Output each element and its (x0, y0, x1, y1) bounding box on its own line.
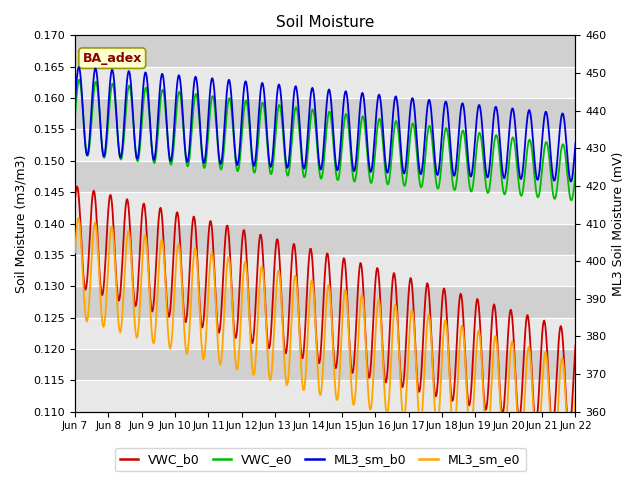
Bar (75, 98, 575, 130)
Legend: VWC_b0, VWC_e0, ML3_sm_b0, ML3_sm_e0: VWC_b0, VWC_e0, ML3_sm_b0, ML3_sm_e0 (115, 448, 525, 471)
Title: Soil Moisture: Soil Moisture (276, 15, 374, 30)
Bar (75, 130, 575, 161)
Bar (75, 224, 575, 255)
Bar (75, 349, 575, 380)
Y-axis label: Soil Moisture (m3/m3): Soil Moisture (m3/m3) (15, 154, 28, 293)
Bar (75, 318, 575, 349)
Bar (75, 36, 575, 67)
Bar (75, 67, 575, 98)
Y-axis label: ML3 Soil Moisture (mV): ML3 Soil Moisture (mV) (612, 151, 625, 296)
Bar (75, 286, 575, 318)
Bar (75, 192, 575, 224)
Bar (75, 380, 575, 412)
Text: BA_adex: BA_adex (83, 52, 142, 65)
Bar (75, 161, 575, 192)
Bar (75, 255, 575, 286)
